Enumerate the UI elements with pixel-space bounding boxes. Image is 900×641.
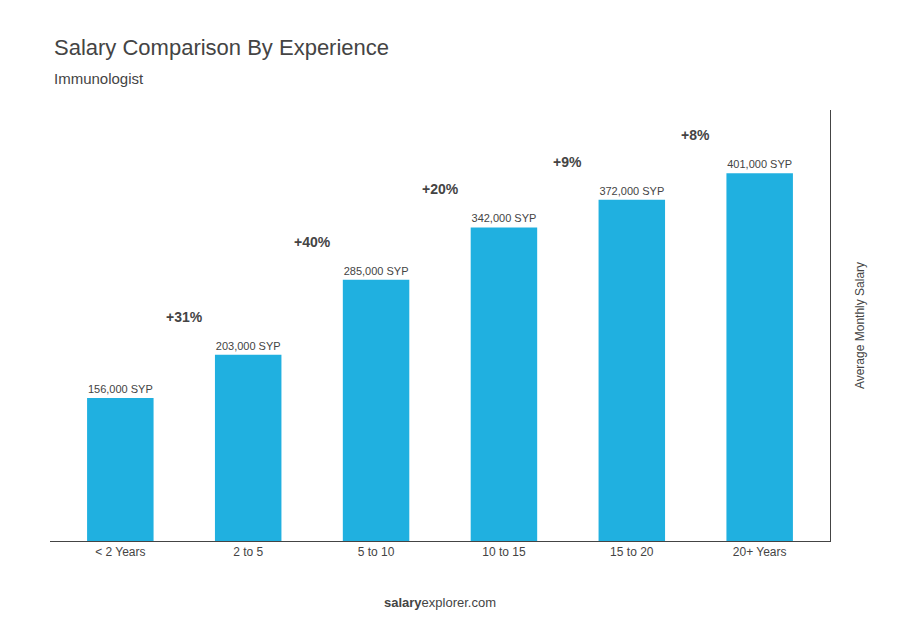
svg-text:+20%: +20% — [422, 181, 459, 197]
svg-text:+9%: +9% — [553, 154, 582, 170]
svg-text:+40%: +40% — [294, 234, 331, 250]
svg-text:401,000 SYP: 401,000 SYP — [727, 158, 792, 170]
svg-text:+8%: +8% — [681, 127, 710, 143]
svg-text:Average Monthly Salary: Average Monthly Salary — [853, 262, 867, 389]
svg-text:salaryexplorer.com: salaryexplorer.com — [384, 595, 496, 610]
svg-text:Immunologist: Immunologist — [54, 70, 144, 87]
svg-text:< 2 Years: < 2 Years — [95, 545, 145, 559]
svg-text:20+ Years: 20+ Years — [733, 545, 787, 559]
svg-text:10 to 15: 10 to 15 — [482, 545, 526, 559]
svg-text:156,000 SYP: 156,000 SYP — [88, 383, 153, 395]
svg-text:372,000 SYP: 372,000 SYP — [599, 185, 664, 197]
svg-text:203,000 SYP: 203,000 SYP — [216, 340, 281, 352]
svg-text:+31%: +31% — [166, 309, 203, 325]
svg-text:285,000 SYP: 285,000 SYP — [344, 265, 409, 277]
svg-text:342,000 SYP: 342,000 SYP — [472, 212, 537, 224]
svg-text:2 to 5: 2 to 5 — [233, 545, 263, 559]
svg-text:5 to 10: 5 to 10 — [358, 545, 395, 559]
svg-text:15 to 20: 15 to 20 — [610, 545, 654, 559]
svg-text:Salary Comparison By Experienc: Salary Comparison By Experience — [54, 35, 389, 60]
